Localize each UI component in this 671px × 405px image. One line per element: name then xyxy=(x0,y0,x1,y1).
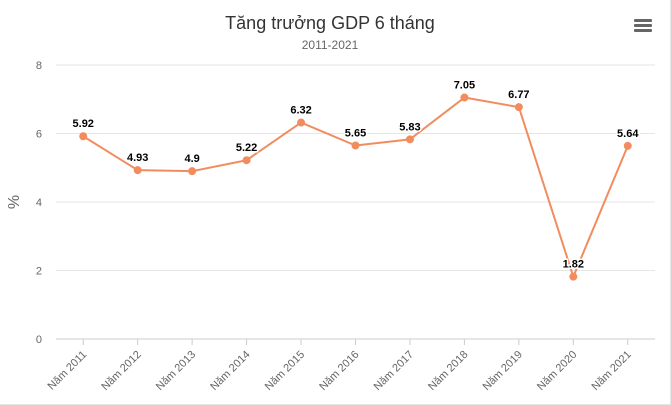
chart-subtitle: 2011-2021 xyxy=(302,38,359,52)
data-point[interactable] xyxy=(623,141,632,150)
x-tick-label: Năm 2017 xyxy=(372,349,416,393)
data-point[interactable] xyxy=(351,141,360,150)
x-tick-label: Năm 2021 xyxy=(590,349,634,393)
x-tick-label: Năm 2020 xyxy=(535,349,579,393)
data-label: 5.92 xyxy=(73,118,94,130)
data-label: 5.22 xyxy=(236,142,257,154)
data-label: 1.82 xyxy=(563,259,584,271)
data-label: 4.9 xyxy=(184,153,199,165)
x-tick-label: Năm 2012 xyxy=(99,349,143,393)
data-point[interactable] xyxy=(405,135,414,144)
data-point[interactable] xyxy=(79,132,88,141)
data-point[interactable] xyxy=(569,272,578,281)
x-tick-label: Năm 2013 xyxy=(154,349,198,393)
y-axis-title: % xyxy=(6,195,23,209)
x-tick-label: Năm 2014 xyxy=(208,349,252,393)
data-point[interactable] xyxy=(133,166,142,175)
hamburger-menu-icon xyxy=(634,29,652,32)
data-point[interactable] xyxy=(242,156,251,165)
chart-menu-button[interactable] xyxy=(632,16,654,34)
data-label: 5.83 xyxy=(399,121,420,133)
y-tick-label: 8 xyxy=(36,60,42,72)
data-label: 7.05 xyxy=(454,80,475,92)
hamburger-menu-icon xyxy=(634,24,652,27)
gdp-series-line xyxy=(82,96,629,278)
data-point[interactable] xyxy=(460,93,469,102)
y-tick-label: 0 xyxy=(36,334,42,346)
series-line xyxy=(82,96,629,278)
chart-title: Tăng trưởng GDP 6 tháng xyxy=(225,13,435,33)
x-tick-label: Năm 2016 xyxy=(317,349,361,393)
grid-lines xyxy=(56,64,655,340)
data-labels: 5.92 4.93 4.9 5.22 6.32 5.65 5.83 7.05 6.77 1.82 5… xyxy=(71,78,641,272)
x-tick-label: Năm 2015 xyxy=(263,349,307,393)
data-label: 5.65 xyxy=(345,127,366,139)
hamburger-menu-icon xyxy=(634,19,652,22)
data-points xyxy=(79,93,632,281)
y-tick-label: 2 xyxy=(36,266,42,278)
data-point[interactable] xyxy=(188,167,197,176)
x-tick-label: Năm 2018 xyxy=(426,349,470,393)
data-label: 4.93 xyxy=(127,152,148,164)
data-label: 6.77 xyxy=(508,89,529,101)
y-tick-label: 4 xyxy=(36,197,42,209)
data-point[interactable] xyxy=(514,103,523,112)
data-label: 5.64 xyxy=(617,128,639,140)
y-tick-label: 6 xyxy=(36,129,42,141)
x-tick-label: Năm 2019 xyxy=(481,349,525,393)
x-tick-label: Năm 2011 xyxy=(46,349,90,393)
data-label: 6.32 xyxy=(290,105,311,117)
data-point[interactable] xyxy=(297,118,306,127)
